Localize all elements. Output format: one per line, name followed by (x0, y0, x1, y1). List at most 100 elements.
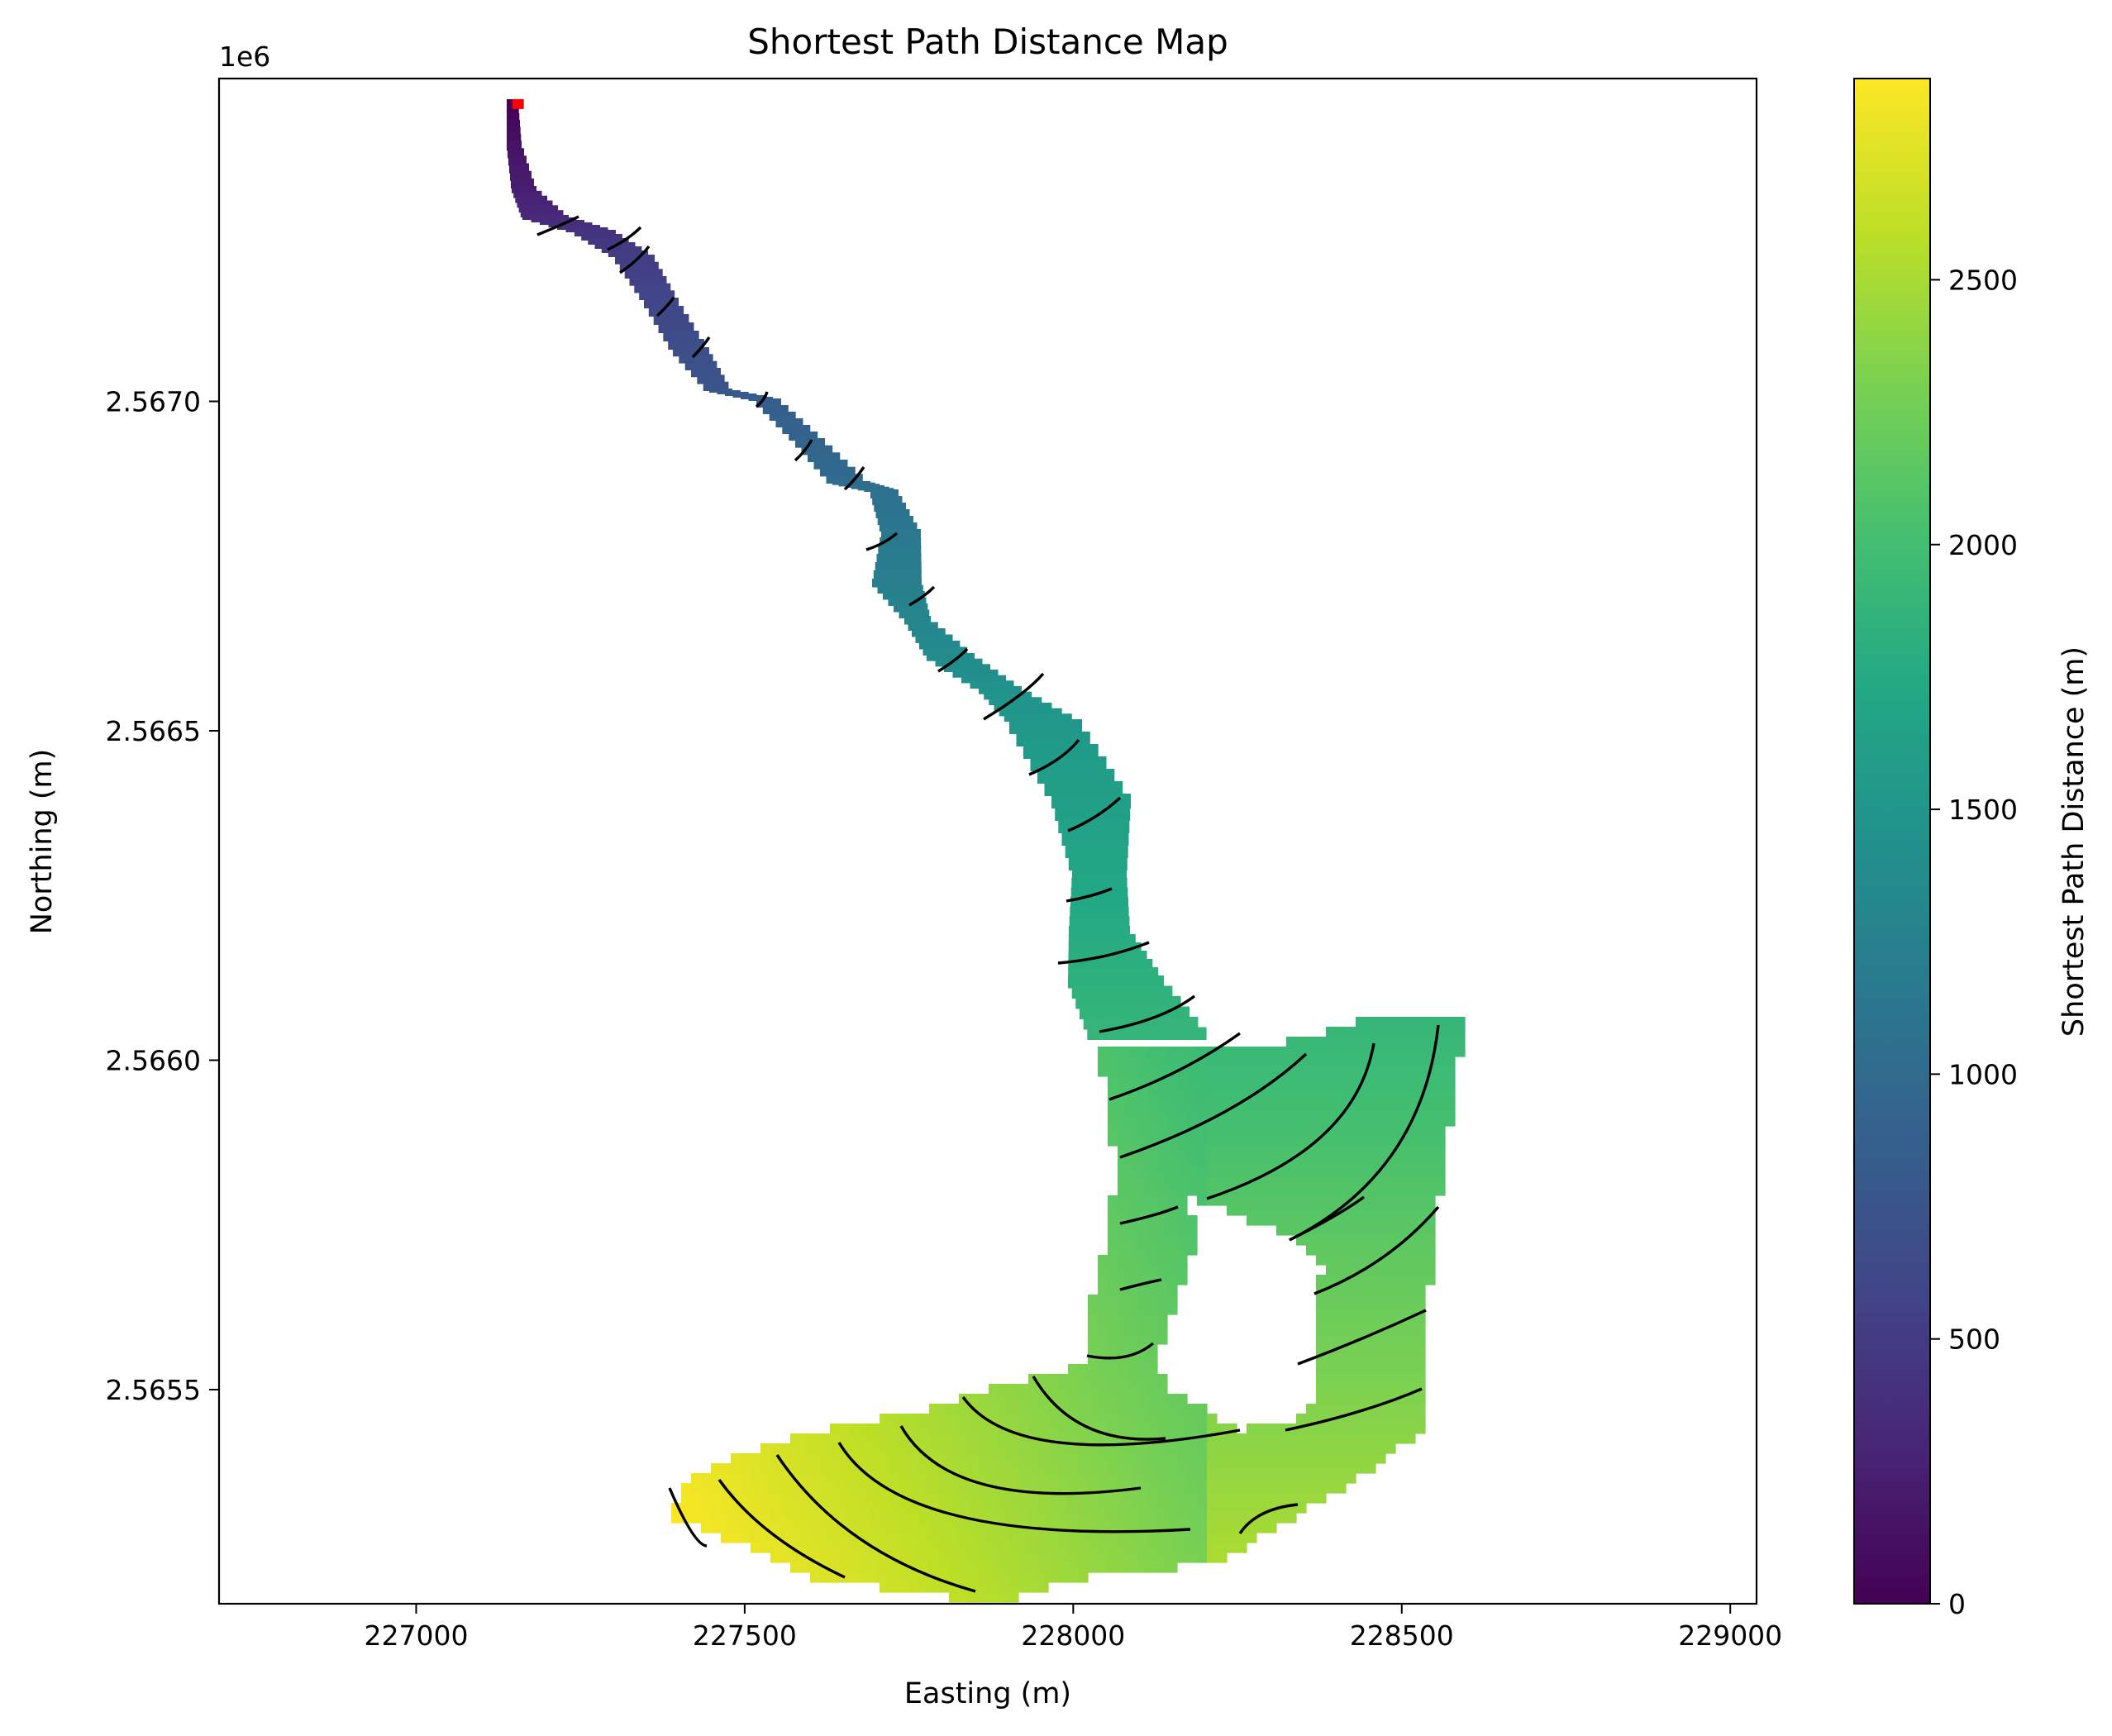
heatmap-cell (1217, 1463, 1228, 1474)
heatmap-cell (1356, 1285, 1366, 1295)
heatmap-cell (1405, 1374, 1416, 1385)
heatmap-cell (969, 1483, 980, 1494)
heatmap-cell (1266, 1453, 1277, 1464)
heatmap-cell (1098, 1503, 1108, 1514)
heatmap-cell (1405, 1394, 1416, 1405)
heatmap-cell (1128, 1106, 1138, 1117)
heatmap-cell (1167, 1562, 1178, 1573)
heatmap-cell (1187, 1106, 1198, 1117)
heatmap-cell (877, 584, 923, 594)
heatmap-cell (1405, 1295, 1416, 1305)
heatmap-cell (1018, 1384, 1029, 1395)
heatmap-cell (1247, 1503, 1257, 1514)
heatmap-cell (989, 1384, 999, 1395)
heatmap-cell (1147, 1235, 1158, 1246)
heatmap-cell (1405, 1166, 1416, 1176)
heatmap-cell (1177, 1166, 1188, 1176)
heatmap-cell (889, 1453, 900, 1464)
heatmap-cell (1346, 1235, 1356, 1246)
heatmap-cell (1108, 1493, 1118, 1504)
heatmap-cell (1088, 1374, 1099, 1385)
heatmap-cell (1187, 1513, 1198, 1524)
heatmap-cell (1128, 1384, 1138, 1395)
heatmap-cell (1118, 1176, 1128, 1186)
heatmap-cell (1366, 1185, 1376, 1196)
heatmap-cell (1167, 1096, 1178, 1107)
heatmap-cell (1326, 1245, 1337, 1256)
contour-line (1119, 1278, 1162, 1291)
heatmap-cell (1336, 1334, 1347, 1345)
heatmap-cell (899, 1543, 910, 1553)
heatmap-cell (1256, 1136, 1267, 1147)
heatmap-cell (1137, 1304, 1148, 1315)
heatmap-cell (1385, 1076, 1396, 1087)
heatmap-cell (939, 1523, 950, 1533)
heatmap-cell (880, 1503, 890, 1514)
heatmap-cell (1088, 1562, 1099, 1573)
heatmap-cell (1237, 1453, 1247, 1464)
heatmap-cell (1227, 1443, 1237, 1454)
colorbar (1853, 78, 1931, 1605)
heatmap-cell (760, 1533, 771, 1543)
heatmap-cell (1217, 1195, 1228, 1206)
heatmap-cell (850, 1473, 861, 1484)
heatmap-cell (1316, 1176, 1327, 1186)
heatmap-cell (1108, 1453, 1118, 1464)
heatmap-cell (741, 1513, 751, 1524)
heatmap-cell (1375, 1295, 1386, 1305)
heatmap-cell (762, 405, 789, 414)
heatmap-cell (1078, 1533, 1089, 1543)
heatmap-cell (1286, 1126, 1297, 1137)
heatmap-cell (1445, 1116, 1456, 1127)
contour-line (1067, 796, 1122, 832)
heatmap-cell (1167, 1513, 1178, 1524)
heatmap-cell (1128, 1424, 1138, 1434)
heatmap-cell (1237, 1543, 1247, 1553)
heatmap-cell (1098, 1463, 1108, 1474)
heatmap-cell (1147, 1047, 1158, 1057)
heatmap-cell (1395, 1304, 1406, 1315)
heatmap-cell (999, 1543, 1009, 1553)
heatmap-cell (1405, 1176, 1416, 1186)
heatmap-cell (1237, 1166, 1247, 1176)
heatmap-cell (1445, 1047, 1456, 1057)
heatmap-cell (1098, 1255, 1108, 1266)
heatmap-cell (1177, 1473, 1188, 1484)
heatmap-cell (1415, 1136, 1426, 1147)
heatmap-cell (1366, 1205, 1376, 1216)
heatmap-cell (1058, 818, 1130, 833)
heatmap-cell (1118, 1344, 1128, 1355)
heatmap-cell (1068, 1493, 1079, 1504)
heatmap-cell (989, 1533, 999, 1543)
heatmap-cell (741, 1463, 751, 1474)
heatmap-cell (1137, 1245, 1148, 1256)
heatmap-cell (1237, 1136, 1247, 1147)
heatmap-cell (830, 1483, 841, 1494)
heatmap-cell (1375, 1086, 1386, 1097)
heatmap-cell (1346, 1116, 1356, 1127)
heatmap-cell (912, 628, 946, 637)
heatmap-cell (880, 1572, 890, 1583)
heatmap-cell (790, 1493, 801, 1504)
heatmap-cell (1237, 1195, 1247, 1206)
heatmap-cell (1068, 1433, 1079, 1444)
colorbar-tick-label: 1000 (1948, 1058, 2018, 1090)
heatmap-cell (1405, 1096, 1416, 1107)
heatmap-cell (1375, 1275, 1386, 1285)
heatmap-cell (1075, 996, 1181, 1009)
heatmap-cell (1118, 1275, 1128, 1285)
heatmap-cell (634, 283, 671, 293)
heatmap-cell (1167, 1156, 1178, 1166)
heatmap-cell (1286, 1225, 1297, 1236)
heatmap-cell (1385, 1374, 1396, 1385)
heatmap-cell (1078, 1543, 1089, 1553)
heatmap-cell (1137, 1394, 1148, 1405)
heatmap-cell (979, 1463, 989, 1474)
heatmap-cell (850, 1433, 861, 1444)
heatmap-cell (1296, 1235, 1307, 1246)
heatmap-cell (939, 1543, 950, 1553)
contour-line (691, 336, 711, 359)
heatmap-cell (1028, 1493, 1039, 1504)
heatmap-cell (1038, 1473, 1049, 1484)
